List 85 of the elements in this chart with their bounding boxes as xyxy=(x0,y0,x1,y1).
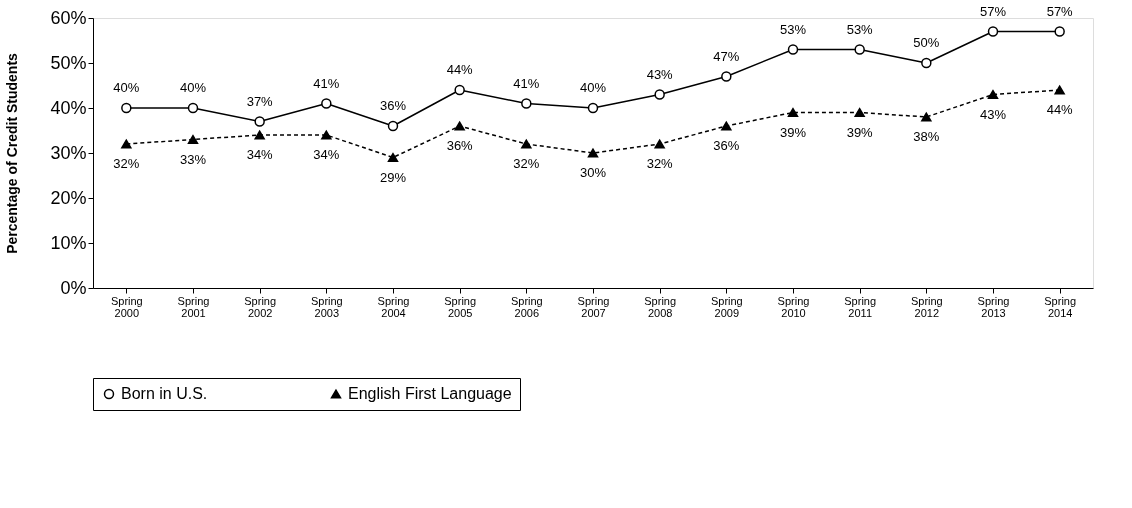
point xyxy=(721,121,732,131)
y-tick-label: 10% xyxy=(50,232,87,253)
point xyxy=(721,71,732,82)
legend-label: Born in U.S. xyxy=(121,385,208,402)
data-label: 36% xyxy=(379,98,407,113)
data-label: 30% xyxy=(579,165,607,180)
y-tick-label: 50% xyxy=(50,52,87,73)
data-label: 29% xyxy=(379,169,407,185)
point xyxy=(121,102,132,114)
x-tick-label: Spring 2012 xyxy=(910,294,943,319)
x-tick-label: Spring 2002 xyxy=(244,294,277,319)
x-tick-label: Spring 2001 xyxy=(177,294,210,319)
data-label: 39% xyxy=(779,124,807,140)
data-label: 32% xyxy=(113,156,140,171)
data-label: 32% xyxy=(646,156,674,171)
point xyxy=(254,116,265,127)
point xyxy=(454,121,465,131)
legend-label: English First Language xyxy=(348,385,512,402)
point xyxy=(654,89,665,100)
data-label: 50% xyxy=(913,35,940,50)
x-tick-label: Spring 2007 xyxy=(577,294,610,319)
point xyxy=(587,148,599,158)
data-label: 43% xyxy=(979,106,1007,122)
y-tick-label: 0% xyxy=(60,277,87,298)
point xyxy=(921,112,932,122)
point xyxy=(787,107,799,118)
data-label: 33% xyxy=(179,151,207,167)
point xyxy=(121,139,132,149)
data-label: 32% xyxy=(513,156,540,171)
x-tick-label: Spring 2004 xyxy=(377,294,410,319)
x-tick-label: Spring 2003 xyxy=(310,294,343,319)
point xyxy=(521,98,532,109)
point xyxy=(454,84,465,96)
data-label: 40% xyxy=(179,80,207,95)
y-tick-label: 30% xyxy=(50,142,87,163)
data-label: 40% xyxy=(579,80,607,95)
x-tick-label: Spring 2010 xyxy=(777,294,810,319)
data-label: 57% xyxy=(1046,3,1074,19)
point xyxy=(321,98,332,109)
y-tick-label: 60% xyxy=(50,7,87,28)
point xyxy=(254,130,265,140)
data-label: 38% xyxy=(913,129,940,144)
y-tick-label: 40% xyxy=(50,97,87,118)
point xyxy=(387,152,399,163)
point xyxy=(987,26,999,37)
point xyxy=(521,139,532,149)
point xyxy=(854,44,865,55)
x-tick-label: Spring 2014 xyxy=(1044,294,1077,319)
x-tick-label: Spring 2008 xyxy=(644,294,677,319)
point xyxy=(187,134,199,145)
point xyxy=(987,89,999,100)
data-label: 34% xyxy=(313,147,340,162)
x-tick-label: Spring 2013 xyxy=(977,294,1010,319)
x-tick-label: Spring 2009 xyxy=(710,294,743,319)
data-label: 41% xyxy=(513,75,540,91)
point xyxy=(787,44,799,55)
point xyxy=(1054,26,1065,37)
data-label: 37% xyxy=(246,93,274,109)
data-label: 53% xyxy=(846,21,874,37)
data-label: 39% xyxy=(846,124,874,140)
data-label: 41% xyxy=(313,75,340,91)
point xyxy=(921,57,932,69)
point xyxy=(321,130,332,140)
y-tick-label: 20% xyxy=(50,187,87,208)
data-label: 36% xyxy=(446,138,474,153)
data-label: 43% xyxy=(646,66,674,82)
data-label: 47% xyxy=(713,48,740,64)
point xyxy=(187,102,199,114)
x-tick-label: Spring 2005 xyxy=(444,294,477,319)
data-label: 36% xyxy=(713,138,740,153)
point xyxy=(854,107,865,118)
point xyxy=(654,139,665,149)
x-tick-label: Spring 2000 xyxy=(110,294,143,319)
data-label: 40% xyxy=(113,80,140,95)
data-label: 44% xyxy=(446,62,474,77)
point xyxy=(1054,85,1065,95)
point xyxy=(387,120,399,132)
data-label: 57% xyxy=(979,3,1007,19)
x-tick-label: Spring 2011 xyxy=(844,294,877,319)
data-label: 53% xyxy=(779,21,807,37)
y-axis-title: Percentage of Credit Students xyxy=(4,52,21,254)
data-label: 44% xyxy=(1046,102,1074,117)
data-label: 34% xyxy=(246,147,274,162)
x-tick-label: Spring 2006 xyxy=(510,294,543,319)
point xyxy=(587,102,599,114)
